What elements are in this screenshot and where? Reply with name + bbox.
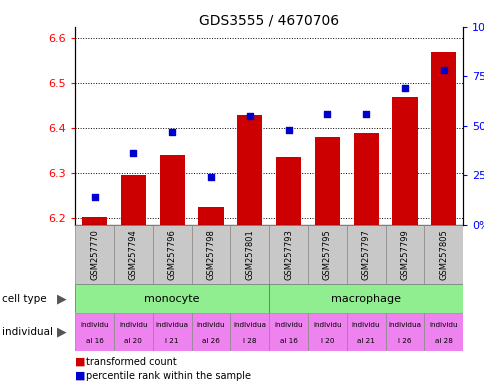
Text: al 16: al 16 (279, 338, 297, 344)
Bar (269, 225, 307, 284)
Text: individu: individu (312, 322, 341, 328)
Text: GSM257797: GSM257797 (361, 229, 370, 280)
Text: individu: individu (196, 322, 225, 328)
Bar (114, 225, 152, 284)
Bar (75, 313, 114, 351)
Text: al 21: al 21 (357, 338, 374, 344)
Bar (346, 225, 385, 284)
Text: percentile rank within the sample: percentile rank within the sample (86, 371, 251, 381)
Text: ■: ■ (75, 357, 86, 367)
Text: l 20: l 20 (320, 338, 333, 344)
Text: ▶: ▶ (57, 326, 66, 339)
Text: al 28: al 28 (434, 338, 452, 344)
Bar (191, 313, 230, 351)
Bar (198, 207, 223, 225)
Text: GDS3555 / 4670706: GDS3555 / 4670706 (199, 13, 338, 27)
Text: GSM257799: GSM257799 (400, 229, 408, 280)
Text: individua: individua (388, 322, 421, 328)
Text: transformed count: transformed count (86, 357, 177, 367)
Text: GSM257798: GSM257798 (206, 229, 215, 280)
Bar (237, 114, 262, 225)
Text: l 21: l 21 (165, 338, 179, 344)
Point (439, 67, 447, 73)
Text: individua: individua (233, 322, 266, 328)
Bar (385, 313, 424, 351)
Bar (307, 313, 346, 351)
Text: al 26: al 26 (202, 338, 219, 344)
Bar (424, 225, 462, 284)
Text: l 26: l 26 (397, 338, 411, 344)
Bar (307, 225, 346, 284)
Text: individua: individua (155, 322, 188, 328)
Bar (159, 155, 184, 225)
Point (207, 174, 214, 180)
Bar (121, 175, 146, 225)
Text: GSM257770: GSM257770 (90, 229, 99, 280)
Bar (430, 51, 455, 225)
Point (400, 85, 408, 91)
Point (129, 151, 137, 157)
Bar (269, 284, 462, 313)
Text: macrophage: macrophage (331, 293, 400, 304)
Text: individu: individu (80, 322, 109, 328)
Bar (230, 225, 269, 284)
Bar (75, 225, 114, 284)
Bar (392, 96, 417, 225)
Text: individu: individu (428, 322, 457, 328)
Text: individu: individu (119, 322, 148, 328)
Text: al 20: al 20 (124, 338, 142, 344)
Text: al 16: al 16 (86, 338, 103, 344)
Bar (314, 137, 339, 225)
Bar (269, 313, 307, 351)
Point (91, 194, 98, 200)
Point (323, 111, 331, 117)
Text: individual: individual (2, 327, 53, 337)
Text: GSM257796: GSM257796 (167, 229, 176, 280)
Text: GSM257801: GSM257801 (245, 229, 254, 280)
Text: cell type: cell type (2, 293, 47, 304)
Point (284, 127, 292, 133)
Text: individu: individu (351, 322, 380, 328)
Text: monocyte: monocyte (144, 293, 199, 304)
Point (362, 111, 369, 117)
Text: ▶: ▶ (57, 292, 66, 305)
Bar (353, 133, 378, 225)
Text: GSM257805: GSM257805 (439, 229, 447, 280)
Text: GSM257794: GSM257794 (129, 229, 137, 280)
Text: l 28: l 28 (242, 338, 256, 344)
Bar (385, 225, 424, 284)
Bar (82, 217, 107, 225)
Bar (275, 157, 301, 225)
Bar (152, 225, 191, 284)
Bar (424, 313, 462, 351)
Point (168, 129, 176, 135)
Bar (152, 313, 191, 351)
Bar (230, 313, 269, 351)
Text: GSM257795: GSM257795 (322, 229, 331, 280)
Bar (114, 313, 152, 351)
Point (245, 113, 253, 119)
Text: ■: ■ (75, 371, 86, 381)
Bar (75, 284, 269, 313)
Bar (346, 313, 385, 351)
Bar (191, 225, 230, 284)
Text: individu: individu (273, 322, 302, 328)
Text: GSM257793: GSM257793 (284, 229, 292, 280)
